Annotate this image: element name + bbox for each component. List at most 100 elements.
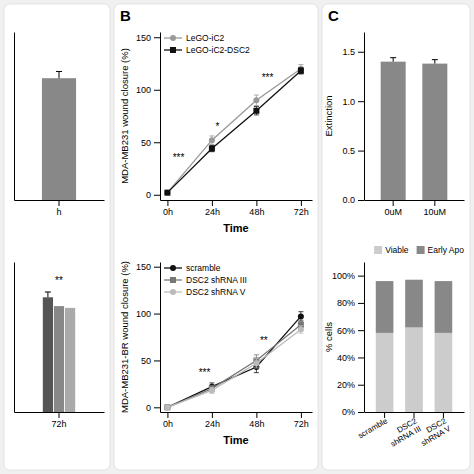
bar (435, 281, 453, 333)
tick-mark (154, 37, 160, 38)
annotation: *** (199, 367, 211, 378)
tick-mark (154, 407, 160, 408)
tick-label: 24h (205, 419, 220, 429)
tick: 40% (337, 353, 364, 363)
chart-title: C (328, 7, 339, 24)
tick: 1.0 (342, 97, 364, 107)
error-bar (298, 65, 303, 73)
plot-marks (376, 280, 452, 412)
tick-mark (358, 385, 364, 386)
tick: 1.5 (342, 47, 364, 57)
legend-marker (170, 47, 176, 53)
annotation: *** (173, 152, 185, 163)
series-line (167, 71, 300, 193)
error-bar (209, 145, 214, 151)
axis-line (14, 33, 15, 201)
tick-mark (434, 200, 435, 206)
tick-label: DSC2shRNA III (385, 416, 424, 449)
bar (376, 281, 394, 333)
tick: h (56, 200, 61, 217)
tick-label: 10uM (424, 207, 447, 217)
tick-mark (256, 200, 257, 206)
tick-mark (358, 52, 364, 53)
bar (405, 280, 423, 328)
legend-label: DSC2 shRNA III (186, 275, 247, 285)
tick: 0.5 (342, 146, 364, 156)
bar (42, 78, 76, 200)
series-line (167, 325, 300, 408)
tick-mark (358, 357, 364, 358)
tick-label: 150 (136, 33, 151, 43)
axis-line (160, 33, 161, 201)
plot-texts: ** (55, 275, 63, 286)
plot-marks (43, 292, 75, 412)
tick-mark (256, 412, 257, 418)
bar (376, 333, 394, 412)
tick: 0h (163, 200, 173, 217)
chart: B*******050100150MDA-MB231 wound closure… (119, 7, 313, 234)
marker (164, 404, 170, 410)
marker (209, 146, 215, 152)
tick-mark (167, 200, 168, 206)
tick-mark (393, 200, 394, 206)
tick: 60% (337, 326, 364, 336)
axis-title: Extinction (323, 95, 334, 136)
tick: 72h (294, 412, 309, 429)
tick-mark (358, 101, 364, 102)
tick-label: 48h (249, 207, 264, 217)
tick: 80% (337, 298, 364, 308)
tick-mark (358, 151, 364, 152)
tick: DSC2shRNA III (385, 412, 424, 449)
marker (164, 404, 170, 410)
bar (381, 62, 406, 200)
plot-marks (164, 65, 303, 196)
tick-mark (154, 314, 160, 315)
legend-swatch (417, 246, 425, 254)
error-bar (298, 326, 303, 334)
error-bar (254, 95, 259, 106)
tick-label: 50 (141, 138, 151, 148)
axis-line (365, 200, 465, 201)
tick-mark (167, 412, 168, 418)
tick-label: 0.0 (342, 195, 355, 205)
legend-item: Viable (374, 245, 409, 255)
tick-label: 0% (342, 407, 355, 417)
plot-texts: ******* (173, 72, 274, 163)
tick-label: 0h (163, 207, 173, 217)
legend-marker (170, 265, 176, 271)
marker (164, 190, 170, 196)
marker (298, 313, 304, 319)
chart: 0%20%40%60%80%100%% cellsscrambleDSC2shR… (323, 245, 465, 449)
x-axis: 0uM10uM (365, 200, 465, 217)
tick: 150 (136, 33, 160, 43)
tick: 100% (332, 271, 364, 281)
y-axis: 050100150 (136, 33, 161, 201)
bar (65, 308, 75, 412)
tick-label: 72h (51, 419, 66, 429)
axis-title: MDA-MB231-BR wound closure (%) (119, 261, 130, 413)
x-axis: 0h24h48h72h (161, 200, 313, 217)
error-bar (432, 60, 438, 64)
tick-mark (154, 360, 160, 361)
marker (209, 137, 215, 143)
tick-label: 50 (141, 356, 151, 366)
legend: scrambleDSC2 shRNA IIIDSC2 shRNA V (164, 263, 247, 297)
panel-background (4, 4, 110, 470)
tick-label: 48h (249, 419, 264, 429)
x-axis: h (15, 200, 105, 217)
tick: 150 (136, 262, 160, 272)
error-bar (56, 71, 62, 78)
tick-label: 0.5 (342, 146, 355, 156)
marker (253, 97, 259, 103)
axis-title: MDA-MB231 wound closure (%) (119, 48, 130, 184)
marker (253, 360, 259, 366)
tick: 48h (249, 412, 264, 429)
tick-label: 40% (337, 353, 355, 363)
tick-label: 72h (294, 207, 309, 217)
tick: 24h (205, 412, 220, 429)
x-axis: 0h24h48h72h (161, 412, 313, 429)
plot-marks (42, 71, 76, 200)
legend-label: LeGO-iC2-DSC2 (186, 45, 250, 55)
tick-mark (358, 276, 364, 277)
tick-mark (301, 412, 302, 418)
